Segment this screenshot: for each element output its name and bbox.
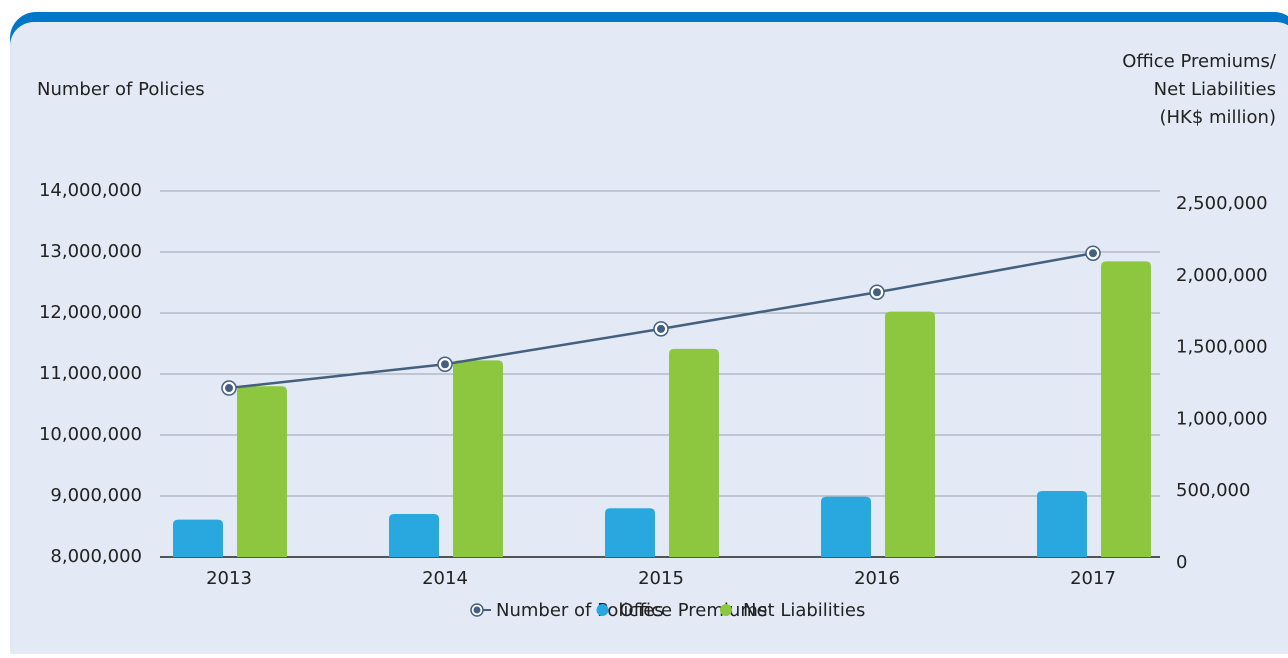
y-tick-label: 12,000,000 <box>39 302 142 323</box>
bar <box>237 386 287 557</box>
line-marker-dot <box>441 360 449 369</box>
bar <box>605 508 655 557</box>
bar <box>1101 261 1151 557</box>
line-marker-dot <box>657 324 665 333</box>
bar <box>173 519 223 557</box>
bar <box>885 311 935 557</box>
line-marker-dot <box>225 384 233 393</box>
line-marker-dot <box>873 288 881 297</box>
y-tick-label: 11,000,000 <box>39 363 142 384</box>
x-tick-label: 2016 <box>854 568 900 589</box>
y-tick-label: 14,000,000 <box>39 180 142 201</box>
y-tick-label: 13,000,000 <box>39 241 142 262</box>
panel <box>10 22 1288 658</box>
legend-label: Office Premiums <box>620 600 768 621</box>
y2-tick-label: 0 <box>1176 552 1187 573</box>
y-tick-label: 8,000,000 <box>50 546 142 567</box>
y2-tick-label: 500,000 <box>1176 480 1250 501</box>
y2-tick-label: 1,000,000 <box>1176 408 1268 429</box>
line-marker-dot <box>1089 249 1097 258</box>
bar <box>1037 490 1087 557</box>
x-tick-label: 2017 <box>1070 568 1116 589</box>
y-tick-label: 9,000,000 <box>50 485 142 506</box>
x-tick-label: 2014 <box>422 568 468 589</box>
legend-label: Number of Policies <box>496 600 664 621</box>
bar <box>669 348 719 557</box>
y2-axis-title: Office Premiums/ <box>1122 51 1277 72</box>
y2-tick-label: 2,000,000 <box>1176 265 1268 286</box>
y2-tick-label: 1,500,000 <box>1176 337 1268 358</box>
y2-axis-title: (HK$ million) <box>1159 107 1276 128</box>
x-tick-label: 2013 <box>206 568 252 589</box>
y2-tick-label: 2,500,000 <box>1176 193 1268 214</box>
bar <box>389 513 439 557</box>
y-tick-label: 10,000,000 <box>39 424 142 445</box>
legend-label: Net Liabilities <box>743 600 865 621</box>
x-tick-label: 2015 <box>638 568 684 589</box>
legend-marker <box>596 604 609 616</box>
y2-axis-title: Net Liabilities <box>1154 79 1276 100</box>
bar <box>821 496 871 557</box>
bar <box>453 360 503 557</box>
y-axis-title: Number of Policies <box>37 79 205 100</box>
legend-marker-dot <box>473 606 481 614</box>
legend-marker <box>720 604 732 616</box>
